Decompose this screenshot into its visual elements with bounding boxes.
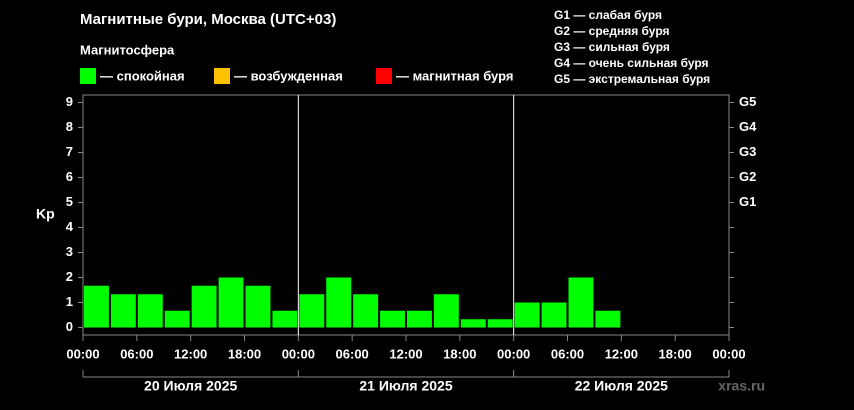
day-label: 20 Июля 2025: [144, 378, 237, 394]
x-tick-label: 00:00: [497, 346, 530, 361]
bar: [137, 294, 163, 328]
bar: [191, 285, 217, 328]
bar: [353, 294, 379, 328]
legend-swatch: [376, 68, 392, 84]
x-tick-label: 06:00: [551, 346, 584, 361]
legend-label: — магнитная буря: [396, 68, 513, 83]
legend-swatch: [80, 68, 96, 84]
bar: [595, 310, 621, 328]
bar: [407, 310, 432, 328]
y-tick-label: 8: [66, 119, 73, 134]
y-tick-label: 1: [66, 294, 73, 309]
y2-tick-label: G4: [739, 119, 757, 134]
y-tick-label: 5: [66, 194, 73, 209]
y-tick-label: 2: [66, 269, 73, 284]
y-tick-label: 7: [66, 144, 73, 159]
x-tick-label: 18:00: [659, 346, 692, 361]
y2-tick-label: G1: [739, 194, 756, 209]
y-tick-label: 0: [66, 319, 73, 334]
plot-frame: [82, 94, 730, 336]
day-label: 22 Июля 2025: [575, 378, 668, 394]
x-tick-label: 18:00: [443, 346, 476, 361]
bar: [541, 302, 567, 328]
y-tick-label: 3: [66, 244, 73, 259]
x-tick-label: 12:00: [174, 346, 207, 361]
bar: [380, 310, 405, 328]
y2-tick-label: G2: [739, 169, 756, 184]
legend-title: Магнитосфера: [80, 42, 175, 57]
bar: [84, 285, 109, 328]
y-axis-label: Kp: [36, 206, 55, 222]
bar: [326, 277, 352, 328]
x-tick-label: 12:00: [605, 346, 638, 361]
legend-swatch: [214, 68, 230, 84]
bar: [514, 302, 540, 328]
bar: [245, 285, 271, 328]
storm-level: G4 — очень сильная буря: [554, 56, 709, 70]
storm-level: G1 — слабая буря: [554, 8, 662, 22]
day-label: 21 Июля 2025: [359, 378, 452, 394]
chart-title: Магнитные бури, Москва (UTC+03): [80, 11, 336, 28]
y-tick-label: 4: [66, 219, 74, 234]
bar: [460, 319, 486, 328]
storm-level: G3 — сильная буря: [554, 40, 670, 54]
x-tick-label: 00:00: [712, 346, 745, 361]
bar: [110, 294, 136, 328]
x-tick-label: 06:00: [336, 346, 369, 361]
legend-label: — возбужденная: [234, 68, 343, 83]
storm-level: G2 — средняя буря: [554, 24, 670, 38]
y2-tick-label: G5: [739, 94, 756, 109]
source: xras.ru: [718, 378, 765, 394]
bar: [272, 310, 298, 328]
bar: [568, 277, 594, 328]
y-tick-label: 9: [66, 94, 73, 109]
y-tick-label: 6: [66, 169, 73, 184]
bar: [164, 310, 190, 328]
bar: [299, 294, 325, 328]
y2-tick-label: G3: [739, 144, 756, 159]
x-tick-label: 06:00: [120, 346, 153, 361]
bar: [487, 319, 513, 328]
x-tick-label: 00:00: [66, 346, 99, 361]
x-tick-label: 12:00: [389, 346, 422, 361]
bar: [433, 294, 459, 328]
x-tick-label: 18:00: [228, 346, 261, 361]
bar: [218, 277, 244, 328]
legend-label: — спокойная: [100, 68, 185, 83]
storm-level: G5 — экстремальная буря: [554, 72, 710, 86]
x-tick-label: 00:00: [282, 346, 315, 361]
